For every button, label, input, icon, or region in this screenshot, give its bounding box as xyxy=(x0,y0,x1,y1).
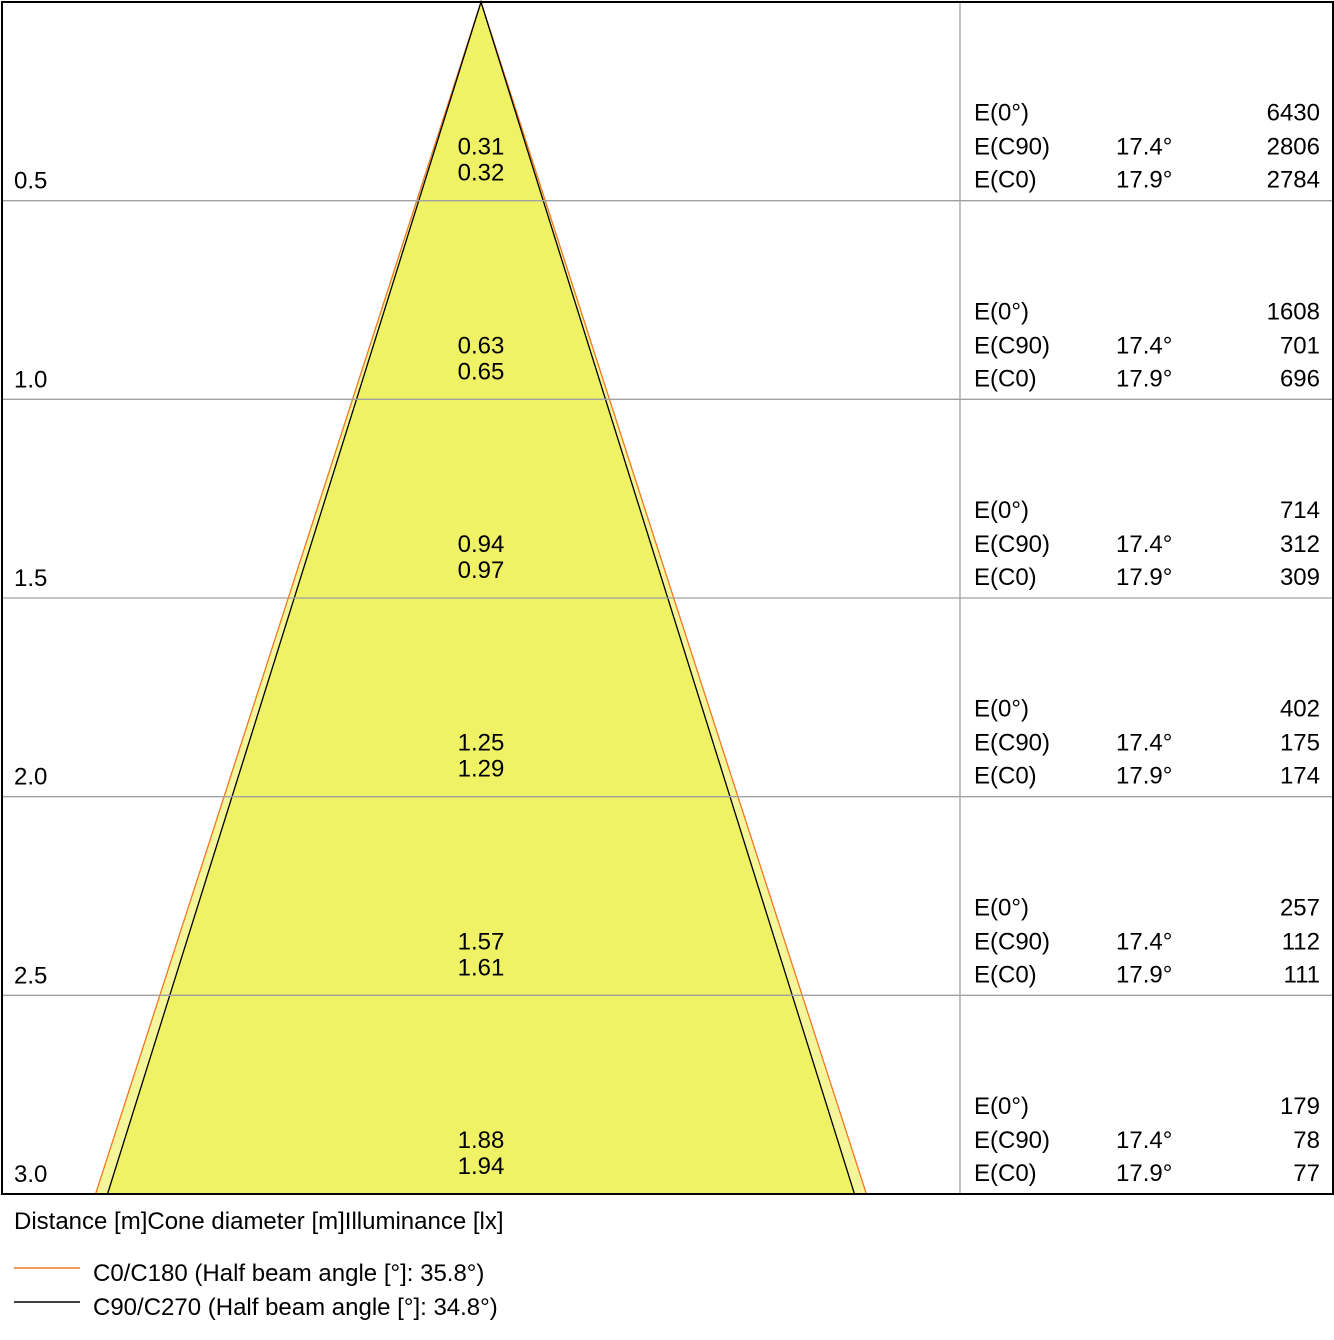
diameter-c90-label: 0.94 xyxy=(458,531,505,558)
diameter-c0-label: 0.32 xyxy=(458,160,505,187)
e0-label: E(0°) xyxy=(974,696,1029,723)
axis-header: Distance [m]Cone diameter [m]Illuminance… xyxy=(14,1208,504,1235)
e0-value: 179 xyxy=(1280,1093,1320,1120)
ec90-label: E(C90) xyxy=(974,531,1050,558)
distance-label: 2.0 xyxy=(14,764,47,791)
ec0-label: E(C0) xyxy=(974,365,1037,392)
diameter-c0-label: 1.61 xyxy=(458,954,505,981)
distance-label: 2.5 xyxy=(14,962,47,989)
legend-label: C0/C180 (Half beam angle [°]: 35.8°) xyxy=(93,1260,484,1287)
c90-angle: 17.4° xyxy=(1116,1127,1172,1154)
ec90-value: 175 xyxy=(1280,730,1320,757)
e0-label: E(0°) xyxy=(974,894,1029,921)
diameter-c90-label: 1.88 xyxy=(458,1127,505,1154)
ec90-value: 112 xyxy=(1282,928,1320,955)
c0-angle: 17.9° xyxy=(1116,564,1172,591)
e0-value: 1608 xyxy=(1267,298,1320,325)
c90-angle: 17.4° xyxy=(1116,730,1172,757)
distance-label: 3.0 xyxy=(14,1161,47,1188)
diameter-c90-label: 1.57 xyxy=(458,928,505,955)
ec90-label: E(C90) xyxy=(974,730,1050,757)
c90-angle: 17.4° xyxy=(1116,134,1172,161)
ec0-value: 309 xyxy=(1280,564,1320,591)
e0-label: E(0°) xyxy=(974,497,1029,524)
diameter-c0-label: 1.94 xyxy=(458,1153,505,1180)
ec0-value: 174 xyxy=(1280,763,1320,790)
ec0-value: 2784 xyxy=(1267,167,1320,194)
distance-label: 1.0 xyxy=(14,366,47,393)
ec0-value: 77 xyxy=(1293,1160,1320,1187)
ec90-label: E(C90) xyxy=(974,134,1050,161)
ec0-value: 696 xyxy=(1280,365,1320,392)
ec0-label: E(C0) xyxy=(974,763,1037,790)
legend-label: C90/C270 (Half beam angle [°]: 34.8°) xyxy=(93,1294,498,1321)
ec90-value: 312 xyxy=(1280,531,1320,558)
e0-value: 257 xyxy=(1280,894,1320,921)
ec0-label: E(C0) xyxy=(974,961,1037,988)
ec90-label: E(C90) xyxy=(974,1127,1050,1154)
diameter-c90-label: 0.63 xyxy=(458,332,505,359)
ec0-label: E(C0) xyxy=(974,564,1037,591)
c90-angle: 17.4° xyxy=(1116,332,1172,359)
e0-label: E(0°) xyxy=(974,1093,1029,1120)
c0-angle: 17.9° xyxy=(1116,961,1172,988)
c90-angle: 17.4° xyxy=(1116,531,1172,558)
diameter-c90-label: 0.31 xyxy=(458,134,505,161)
ec90-value: 2806 xyxy=(1267,134,1320,161)
c90-angle: 17.4° xyxy=(1116,928,1172,955)
frame xyxy=(1,1,1334,1195)
diameter-c90-label: 1.25 xyxy=(458,730,505,757)
c0-angle: 17.9° xyxy=(1116,1160,1172,1187)
distance-label: 1.5 xyxy=(14,565,47,592)
diameter-c0-label: 0.65 xyxy=(458,358,505,385)
e0-value: 402 xyxy=(1280,696,1320,723)
ec90-label: E(C90) xyxy=(974,928,1050,955)
diameter-c0-label: 1.29 xyxy=(458,756,505,783)
ec90-value: 78 xyxy=(1293,1127,1320,1154)
c0-angle: 17.9° xyxy=(1116,365,1172,392)
diameter-c0-label: 0.97 xyxy=(458,557,505,584)
ec0-label: E(C0) xyxy=(974,167,1037,194)
ec0-value: 111 xyxy=(1284,961,1320,988)
ec90-label: E(C90) xyxy=(974,332,1050,359)
e0-label: E(0°) xyxy=(974,298,1029,325)
distance-label: 0.5 xyxy=(14,168,47,195)
e0-label: E(0°) xyxy=(974,100,1029,127)
ec90-value: 701 xyxy=(1280,332,1320,359)
c0-angle: 17.9° xyxy=(1116,763,1172,790)
e0-value: 6430 xyxy=(1267,100,1320,127)
e0-value: 714 xyxy=(1280,497,1320,524)
ec0-label: E(C0) xyxy=(974,1160,1037,1187)
c0-angle: 17.9° xyxy=(1116,167,1172,194)
